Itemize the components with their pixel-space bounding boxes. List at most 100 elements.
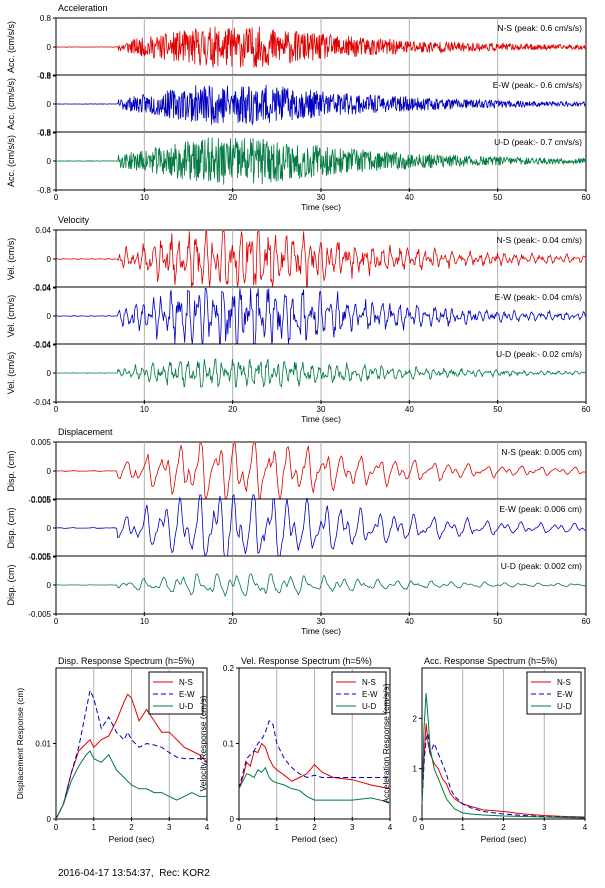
y-axis-label: Acc. (cm/s/s)	[6, 135, 16, 187]
x-tick-label: 4	[583, 823, 588, 832]
x-tick-label: 10	[140, 617, 149, 626]
x-tick-label: 10	[140, 405, 149, 414]
y-tick-label: -0.005	[28, 496, 51, 505]
legend-label-ew: E-W	[362, 690, 378, 699]
spectrum-title: Vel. Response Spectrum (h=5%)	[241, 656, 372, 666]
legend-label-ns: N-S	[557, 678, 571, 687]
y-tick-label: -0.8	[37, 129, 51, 138]
spectrum-title: Acc. Response Spectrum (h=5%)	[424, 656, 557, 666]
y-axis-label: Acc. (cm/s/s)	[6, 21, 16, 73]
y-tick-label: 0.01	[35, 740, 51, 749]
y-tick-label: 1	[413, 765, 418, 774]
trace-label-ns: N-S (peak: 0.005 cm)	[501, 447, 582, 457]
x-tick-label: 40	[405, 193, 414, 202]
x-tick-label: 50	[493, 193, 502, 202]
x-axis-label: Time (sec)	[301, 202, 341, 212]
y-tick-label: 0	[47, 43, 52, 52]
group-title-vel: Velocity	[58, 215, 90, 225]
panel-vel-ud: 0.04 0 -0.04 Vel. (cm/s) U-D (peak:- 0.02 cm…	[6, 340, 587, 407]
y-axis-label: Displacement Response (cm)	[15, 688, 25, 800]
y-axis-label: Velocity Response (cm/s)	[198, 695, 208, 791]
trace-ud	[56, 137, 587, 185]
x-axis-label: Period (sec)	[481, 834, 527, 844]
trace-label-ew: E-W (peak:- 0.6 cm/s/s)	[493, 80, 582, 90]
trace-ns	[55, 230, 587, 287]
y-axis-label: Vel. (cm/s)	[6, 295, 16, 338]
y-tick-label: 0	[47, 157, 52, 166]
y-tick-label: 2	[413, 714, 418, 723]
panel-disp-ud: 0.005 0 -0.005 Disp. (cm) U-D (peak: 0.002 c…	[6, 552, 587, 619]
y-tick-label: -0.005	[28, 610, 51, 619]
y-tick-label: -0.04	[33, 398, 52, 407]
y-tick-label: -0.005	[28, 553, 51, 562]
y-axis-label: Disp. (cm)	[6, 565, 16, 606]
group-title-acc: Acceleration	[58, 3, 108, 13]
legend-label-ew: E-W	[557, 690, 573, 699]
trace-ns	[55, 442, 587, 500]
x-tick-label: 0	[54, 405, 59, 414]
panel-disp-ns: 0.005 0 -0.005 Disp. (cm) N-S (peak: 0.005 c…	[6, 438, 587, 505]
x-tick-label: 60	[582, 617, 591, 626]
legend-label-ud: U-D	[362, 702, 376, 711]
legend-label-ud: U-D	[557, 702, 571, 711]
spectrum-chart-2: Acc. Response Spectrum (h=5%) 0 1 2 3 4 0 1 2 Per…	[381, 656, 588, 844]
panel-acc-ns: 0.8 0 -0.8 Acc. (cm/s/s) N-S (peak: 0.6 cm/s…	[6, 14, 587, 81]
legend-box	[526, 671, 582, 715]
x-tick-label: 3	[167, 823, 172, 832]
panel-vel-ew: 0.04 0 -0.04 Vel. (cm/s) E-W (peak:- 0.04 cm…	[6, 283, 587, 350]
x-tick-label: 1	[275, 823, 280, 832]
x-tick-label: 30	[317, 193, 326, 202]
x-tick-label: 3	[542, 823, 547, 832]
y-tick-label: -0.8	[37, 72, 51, 81]
x-tick-label: 10	[140, 193, 149, 202]
x-tick-label: 4	[205, 823, 210, 832]
group-title-disp: Displacement	[58, 427, 113, 437]
legend-label-ud: U-D	[179, 702, 193, 711]
y-tick-label: 0.04	[35, 283, 51, 292]
legend-box	[331, 671, 387, 715]
trace-ud	[56, 573, 587, 598]
trace-ew	[56, 287, 587, 345]
y-axis-label: Acc. (cm/s/s)	[6, 78, 16, 130]
y-tick-label: 0.005	[31, 495, 52, 504]
x-tick-label: 40	[405, 405, 414, 414]
series-line-ud	[55, 750, 207, 820]
series-line-ns	[421, 723, 586, 818]
y-tick-label: 0.1	[223, 740, 235, 749]
y-tick-label: 0	[47, 581, 52, 590]
trace-ew	[55, 84, 587, 126]
x-axis-label: Period (sec)	[292, 834, 338, 844]
trace-label-ud: U-D (peak:- 0.02 cm/s)	[496, 349, 582, 359]
series-line-ns	[238, 742, 391, 790]
x-axis-label: Time (sec)	[301, 626, 341, 636]
y-tick-label: -0.04	[33, 341, 52, 350]
y-tick-label: 0.2	[223, 664, 235, 673]
trace-ew	[56, 493, 587, 563]
x-axis-label: Period (sec)	[109, 834, 155, 844]
legend-label-ew: E-W	[179, 690, 195, 699]
panel-disp-ew: 0.005 0 -0.005 Disp. (cm) E-W (peak: 0.006 c…	[6, 493, 587, 563]
y-tick-label: 0.8	[40, 71, 52, 80]
x-tick-label: 3	[350, 823, 355, 832]
trace-label-ns: N-S (peak: 0.6 cm/s/s)	[497, 23, 582, 33]
y-tick-label: 0	[413, 815, 418, 824]
y-tick-label: 0	[47, 369, 52, 378]
x-axis-label: Time (sec)	[301, 414, 341, 424]
y-tick-label: 0.005	[31, 438, 52, 447]
x-tick-label: 2	[129, 823, 134, 832]
x-tick-label: 20	[228, 617, 237, 626]
x-tick-label: 0	[54, 193, 59, 202]
panel-acc-ew: 0.8 0 -0.8 Acc. (cm/s/s) E-W (peak:- 0.6 cm/…	[6, 71, 587, 138]
legend-label-ns: N-S	[362, 678, 376, 687]
y-axis-label: Vel. (cm/s)	[6, 352, 16, 395]
trace-label-ud: U-D (peak: 0.002 cm)	[501, 561, 582, 571]
spectrum-title: Disp. Response Spectrum (h=5%)	[58, 656, 194, 666]
x-tick-label: 2	[501, 823, 506, 832]
x-tick-label: 40	[405, 617, 414, 626]
panel-acc-ud: 0.8 0 -0.8 Acc. (cm/s/s) U-D (peak:- 0.7 cm/…	[6, 128, 587, 195]
trace-label-ns: N-S (peak:- 0.04 cm/s)	[497, 235, 583, 245]
series-line-ew	[238, 719, 390, 789]
y-axis-label: Vel. (cm/s)	[6, 238, 16, 281]
